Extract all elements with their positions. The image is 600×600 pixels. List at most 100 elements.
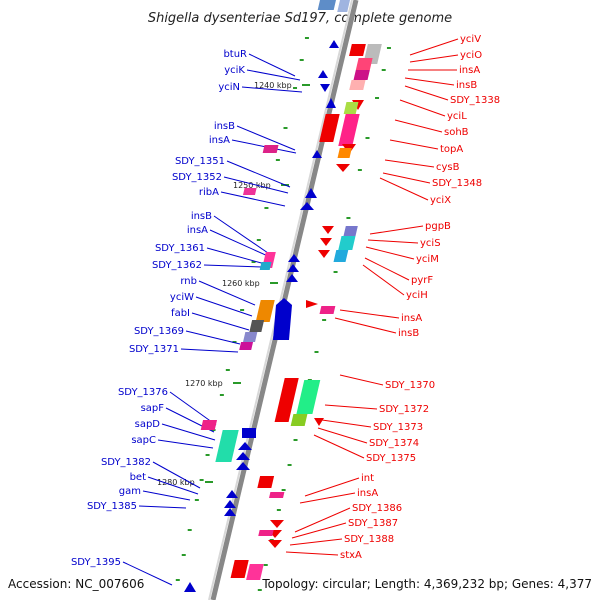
gene-arrow xyxy=(306,300,318,308)
left-gene-leader xyxy=(213,215,269,254)
left-gene-label-sapd: sapD xyxy=(135,419,161,430)
left-gene-leader xyxy=(169,391,217,426)
right-gene-leader xyxy=(404,77,455,86)
right-gene-leader xyxy=(379,177,429,201)
left-gene-label-insb: insB xyxy=(191,211,212,222)
gene-block xyxy=(246,564,264,580)
left-gene-label-btur: btuR xyxy=(223,49,247,60)
left-gene-leader xyxy=(209,229,271,258)
right-gene-leader xyxy=(285,551,339,556)
left-gene-label-yciw: yciW xyxy=(170,292,194,303)
gene-arrow xyxy=(320,84,330,92)
gene-arrow xyxy=(312,150,322,158)
right-gene-leader xyxy=(362,264,405,296)
right-gene-label-sdy-1374: SDY_1374 xyxy=(369,438,419,449)
map-canvas: 1240 kbp 1250 kbp 1260 kbp 1270 kbp 1280 kbp… xyxy=(71,0,500,600)
gene-block xyxy=(349,80,366,90)
gene-block xyxy=(257,476,275,488)
gene-arrow xyxy=(286,274,298,282)
gene-block xyxy=(355,58,373,70)
right-gene-label-cysb: cysB xyxy=(436,162,460,173)
right-gene-leader xyxy=(304,477,360,497)
gene-block xyxy=(319,114,340,142)
gene-arrow xyxy=(300,202,314,210)
left-gene-leader xyxy=(147,476,199,495)
accession-text: Accession: NC_007606 xyxy=(8,577,144,591)
topology-text: Topology: circular; Length: 4,369,232 bp… xyxy=(261,577,592,591)
right-gene-label-sohb: sohB xyxy=(444,127,469,138)
ruler-label: 1260 kbp xyxy=(222,279,260,288)
gene-block xyxy=(255,300,275,322)
left-gene-label-sdy-1382: SDY_1382 xyxy=(101,457,151,468)
gene-block xyxy=(230,560,249,578)
right-gene-label-sdy-1338: SDY_1338 xyxy=(450,95,500,106)
right-gene-label-insb: insB xyxy=(456,80,477,91)
right-gene-leader xyxy=(334,317,397,334)
gene-block xyxy=(319,306,336,314)
gene-arrow xyxy=(305,188,317,198)
gene-block xyxy=(290,414,308,426)
left-gene-leader xyxy=(206,247,266,265)
left-gene-label-insb: insB xyxy=(214,121,235,132)
left-gene-leader xyxy=(226,160,291,188)
gene-arrow xyxy=(224,500,236,508)
gene-arrow xyxy=(268,540,282,548)
gene-arrow xyxy=(318,70,328,78)
right-gene-label-ycio: yciO xyxy=(460,50,482,61)
left-gene-label-sdy-1361: SDY_1361 xyxy=(155,243,205,254)
gene-block xyxy=(343,102,359,114)
gene-block xyxy=(274,378,299,422)
gene-block xyxy=(333,250,349,262)
gene-arrow xyxy=(336,164,350,172)
right-gene-label-stxa: stxA xyxy=(340,550,362,561)
right-gene-label-sdy-1375: SDY_1375 xyxy=(366,453,416,464)
left-gene-leader xyxy=(152,461,201,489)
right-gene-leader xyxy=(382,172,431,184)
right-gene-label-insa: insA xyxy=(357,488,378,499)
gene-block xyxy=(262,145,279,153)
gene-arrow xyxy=(236,462,250,470)
left-gene-label-ycin: yciN xyxy=(218,82,240,93)
gene-block xyxy=(239,342,254,350)
gene-arrow xyxy=(318,250,330,258)
right-gene-leader xyxy=(409,54,459,63)
left-gene-label-sdy-1385: SDY_1385 xyxy=(87,501,137,512)
right-gene-leader xyxy=(289,538,343,546)
gene-arrow xyxy=(226,490,238,498)
right-gene-label-insa: insA xyxy=(401,313,422,324)
left-gene-leader xyxy=(246,69,301,81)
right-gene-label-yciv: yciV xyxy=(460,34,481,45)
left-gene-label-sdy-1371: SDY_1371 xyxy=(129,344,179,355)
left-gene-leader xyxy=(161,423,216,441)
gene-block xyxy=(353,70,370,80)
left-gene-leader xyxy=(236,125,296,151)
right-gene-leader xyxy=(409,38,459,56)
gene-block xyxy=(243,332,258,342)
gene-block xyxy=(337,0,350,12)
right-gene-label-sdy-1348: SDY_1348 xyxy=(432,178,482,189)
right-gene-leader xyxy=(299,492,356,504)
left-gene-leader xyxy=(185,330,241,345)
gene-arrow xyxy=(184,582,196,592)
right-gene-leader xyxy=(313,434,365,459)
left-gene-label-insa: insA xyxy=(187,225,208,236)
right-gene-label-sdy-1370: SDY_1370 xyxy=(385,380,435,391)
gene-block xyxy=(242,188,257,195)
gene-block xyxy=(337,148,352,158)
gene-block xyxy=(200,420,218,430)
right-gene-leader xyxy=(364,257,410,281)
left-gene-label-rnb: rnb xyxy=(180,276,197,287)
ruler-label: 1270 kbp xyxy=(185,379,223,388)
right-gene-label-ycih: yciH xyxy=(406,290,428,301)
gene-block xyxy=(215,430,239,462)
right-gene-label-sdy-1387: SDY_1387 xyxy=(348,518,398,529)
right-gene-label-ycim: yciM xyxy=(416,254,439,265)
left-gene-leader xyxy=(180,348,239,353)
right-gene-leader xyxy=(291,522,347,539)
gene-block xyxy=(296,380,321,414)
right-gene-leader xyxy=(294,507,351,533)
right-gene-leader xyxy=(394,119,443,133)
gene-block xyxy=(269,492,285,498)
left-gene-label-sapc: sapC xyxy=(131,435,156,446)
